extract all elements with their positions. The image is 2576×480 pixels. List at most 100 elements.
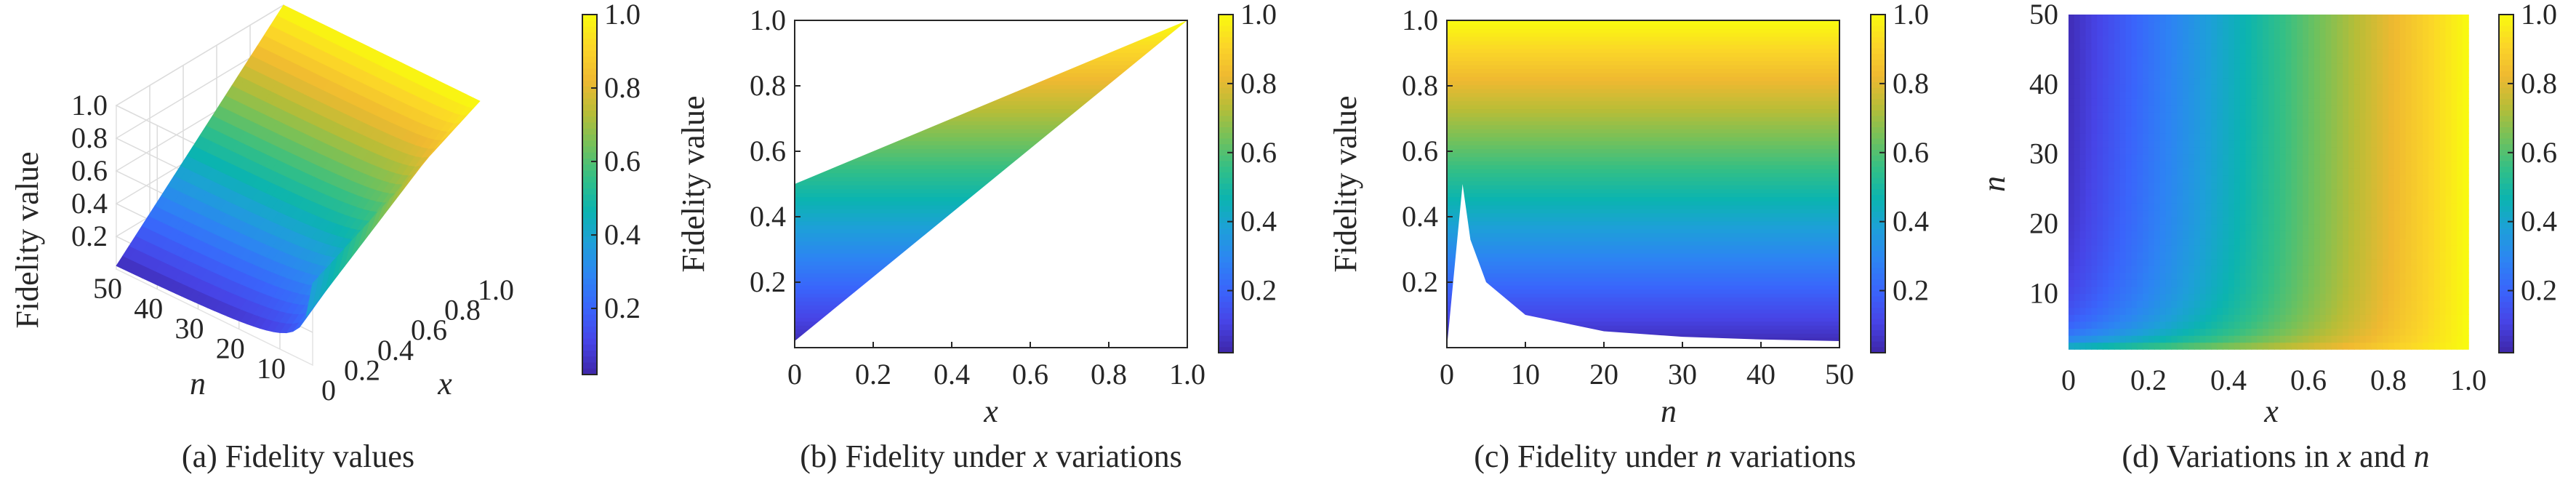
panel-d-heatmap-cell xyxy=(2125,321,2132,329)
panel-d-heatmap-cell xyxy=(2223,91,2229,99)
panel-d-heatmap-cell xyxy=(2428,272,2435,280)
panel-d-heatmap-cell xyxy=(2257,342,2263,350)
panel-d-heatmap-cell xyxy=(2125,182,2132,190)
panel-d-heatmap-cell xyxy=(2377,21,2383,29)
panel-d-heatmap-cell xyxy=(2085,251,2093,260)
panel-d-heatmap-cell xyxy=(2371,202,2378,211)
panel-d-heatmap-cell xyxy=(2274,300,2281,308)
panel-d-heatmap-cell xyxy=(2171,223,2178,231)
colorbar-swatch xyxy=(2499,54,2513,60)
panel-d-heatmap-cell xyxy=(2303,202,2309,211)
panel-d-heatmap-cell xyxy=(2285,98,2292,106)
panel-d-heatmap-cell xyxy=(2343,209,2349,217)
panel-d-heatmap-cell xyxy=(2463,321,2469,329)
panel-d-heatmap-cell xyxy=(2119,216,2127,225)
panel-d-heatmap-cell xyxy=(2325,56,2332,64)
colorbar-swatch xyxy=(582,26,597,33)
panel-d-heatmap-cell xyxy=(2303,244,2309,252)
panel-d-heatmap-cell xyxy=(2239,342,2247,350)
panel-d-heatmap-cell xyxy=(2079,35,2087,44)
panel-d-heatmap-cell xyxy=(2131,237,2138,246)
panel-d-heatmap-cell xyxy=(2463,161,2469,169)
panel-d-heatmap-cell xyxy=(2199,258,2207,266)
panel-d-heatmap-cell xyxy=(2325,15,2332,23)
panel-d-heatmap-cell xyxy=(2405,237,2412,246)
panel-d-heatmap-cell xyxy=(2428,293,2435,301)
panel-d-heatmap-cell xyxy=(2331,182,2338,190)
colorbar-swatch xyxy=(582,344,597,351)
panel-d-heatmap-cell xyxy=(2148,209,2155,217)
panel-d-heatmap-cell xyxy=(2439,244,2447,252)
panel-d-heatmap-cell xyxy=(2091,209,2098,217)
colorbar-swatch xyxy=(1219,20,1233,27)
panel-d-heatmap-cell xyxy=(2228,28,2235,36)
panel-d-heatmap-cell xyxy=(2245,70,2252,79)
panel-d-heatmap-cell xyxy=(2291,15,2298,23)
colorbar-swatch xyxy=(582,15,597,22)
panel-d-heatmap-cell xyxy=(2211,70,2218,79)
panel-d-heatmap-cell xyxy=(2383,335,2389,343)
panel-d-heatmap-cell xyxy=(2428,335,2435,343)
panel-d-heatmap-cell xyxy=(2103,293,2109,301)
panel-d-heatmap-cell xyxy=(2171,70,2178,79)
panel-d-heatmap-cell xyxy=(2188,98,2195,106)
panel-d-heatmap-cell xyxy=(2154,328,2161,336)
panel-d-heatmap-cell xyxy=(2079,231,2087,239)
colorbar-swatch xyxy=(2499,20,2513,27)
panel-d-heatmap-cell xyxy=(2251,63,2258,71)
panel-d-heatmap-cell xyxy=(2245,147,2252,155)
panel-d-heatmap-cell xyxy=(2234,209,2241,217)
panel-d-heatmap-cell xyxy=(2205,216,2212,225)
panel-d-heatmap-cell xyxy=(2171,307,2178,315)
colorbar-swatch xyxy=(582,320,597,327)
panel-d-heatmap-cell xyxy=(2291,293,2298,301)
colorbar-swatch xyxy=(1219,31,1233,38)
panel-d-heatmap-cell xyxy=(2377,202,2383,211)
panel-d-heatmap-cell xyxy=(2125,42,2132,50)
panel-d-heatmap-cell xyxy=(2103,231,2109,239)
panel-d-heatmap-cell xyxy=(2433,314,2441,322)
panel-d-heatmap-cell xyxy=(2331,307,2338,315)
panel-d-heatmap-cell xyxy=(2143,167,2149,176)
colorbar-swatch xyxy=(2499,167,2513,173)
panel-d-heatmap-cell xyxy=(2079,77,2087,85)
panel-d-heatmap-cell xyxy=(2297,77,2303,85)
panel-d-heatmap-cell xyxy=(2103,70,2109,79)
colorbar-swatch xyxy=(1871,121,1885,128)
panel-d-heatmap-cell xyxy=(2251,56,2258,64)
panel-d-heatmap-cell xyxy=(2365,244,2372,252)
panel-d-y-axis-label: n xyxy=(1976,176,2012,192)
panel-d-heatmap-cell xyxy=(2257,132,2263,141)
panel-d-heatmap-cell xyxy=(2319,265,2327,273)
panel-d-heatmap-cell xyxy=(2137,112,2143,120)
panel-d-heatmap-cell xyxy=(2125,28,2132,36)
panel-d-heatmap-cell xyxy=(2091,42,2098,50)
panel-d-heatmap-cell xyxy=(2183,328,2189,336)
panel-d-heatmap-cell xyxy=(2411,223,2418,231)
panel-d-heatmap-cell xyxy=(2228,70,2235,79)
panel-d-heatmap-cell xyxy=(2239,279,2247,287)
panel-d-heatmap-cell xyxy=(2377,272,2383,280)
panel-a-z-tick-label: 0.8 xyxy=(71,121,108,154)
panel-d-heatmap-cell xyxy=(2079,91,2087,99)
panel-d-heatmap-cell xyxy=(2371,42,2378,50)
panel-d-heatmap-cell xyxy=(2199,293,2207,301)
panel-d-heatmap-cell xyxy=(2171,15,2178,23)
panel-d-heatmap-cell xyxy=(2159,216,2167,225)
panel-d-heatmap-cell xyxy=(2314,321,2321,329)
panel-d-heatmap-cell xyxy=(2119,49,2127,57)
panel-d-heatmap-cell xyxy=(2263,91,2269,99)
panel-d-heatmap-cell xyxy=(2279,147,2287,155)
panel-d-heatmap-cell xyxy=(2079,112,2087,120)
panel-d-heatmap-cell xyxy=(2251,49,2258,57)
panel-d-heatmap-cell xyxy=(2165,126,2172,134)
panel-d-heatmap-cell xyxy=(2217,49,2223,57)
panel-d-heatmap-cell xyxy=(2297,175,2303,183)
panel-d-heatmap-cell xyxy=(2251,140,2258,148)
panel-d-heatmap-cell xyxy=(2097,231,2103,239)
panel-d-heatmap-cell xyxy=(2223,307,2229,315)
panel-d-heatmap-cell xyxy=(2279,335,2287,343)
panel-d-heatmap-cell xyxy=(2359,335,2367,343)
panel-d-heatmap-cell xyxy=(2079,202,2087,211)
